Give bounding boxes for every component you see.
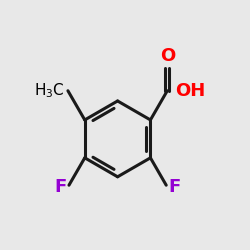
Text: F: F (54, 178, 67, 196)
Text: F: F (168, 178, 180, 196)
Text: OH: OH (175, 82, 205, 100)
Text: O: O (160, 47, 175, 65)
Text: H$_3$C: H$_3$C (34, 82, 64, 100)
